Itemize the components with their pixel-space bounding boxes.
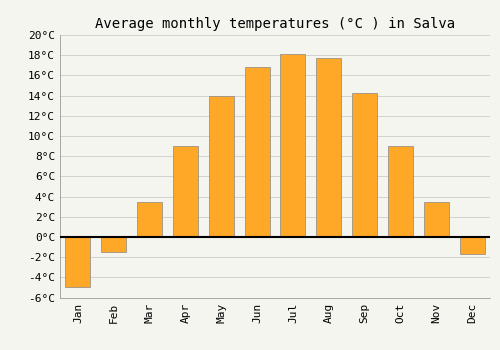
Title: Average monthly temperatures (°C ) in Salva: Average monthly temperatures (°C ) in Sa… [95,17,455,31]
Bar [173,146,198,237]
Bar [460,237,484,254]
Bar [137,202,162,237]
Bar [316,58,342,237]
Bar [280,54,305,237]
Bar [101,237,126,252]
Bar [66,237,90,287]
Bar [352,92,377,237]
Bar [388,146,413,237]
Bar [244,67,270,237]
Bar [208,96,234,237]
Bar [424,202,449,237]
